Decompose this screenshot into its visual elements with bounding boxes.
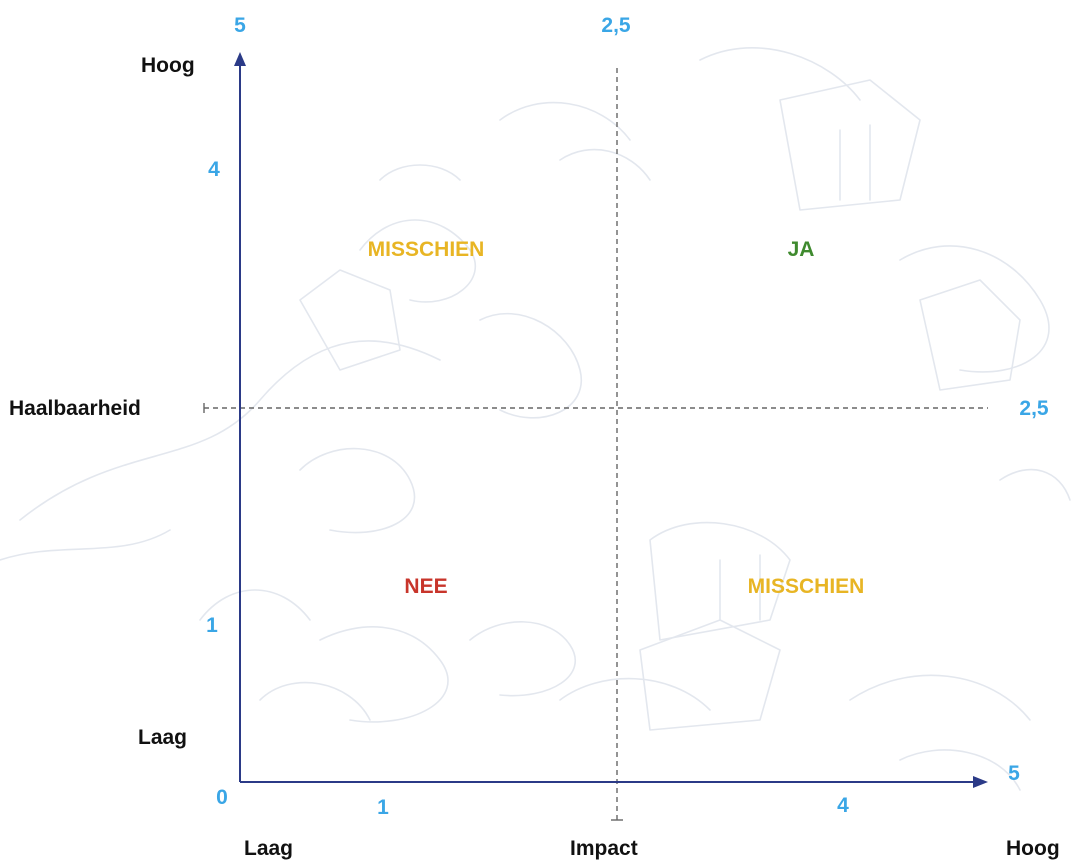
y-midline-label: 2,5	[1019, 397, 1049, 420]
y-tick-1: 1	[206, 614, 218, 637]
x-midline-label: 2,5	[601, 14, 631, 37]
quadrant-top-left-label: MISSCHIEN	[368, 238, 485, 261]
y-tick-5: 5	[234, 14, 246, 37]
x-tick-4: 4	[837, 794, 849, 817]
x-axis-title: Impact	[570, 837, 638, 860]
quadrant-bottom-right-label: MISSCHIEN	[748, 575, 865, 598]
x-tick-1: 1	[377, 796, 389, 819]
x-tick-5: 5	[1008, 762, 1020, 785]
quadrant-top-right-label: JA	[788, 238, 815, 261]
y-axis-arrowhead	[234, 52, 246, 66]
quadrant-bottom-left-label: NEE	[404, 575, 447, 598]
x-axis-arrowhead	[973, 776, 988, 788]
y-axis-low-label: Laag	[138, 726, 187, 749]
origin-tick: 0	[216, 786, 228, 809]
y-axis-high-label: Hoog	[141, 54, 195, 77]
y-tick-4: 4	[208, 158, 220, 181]
x-axis-high-label: Hoog	[1006, 837, 1060, 860]
background-sketch	[0, 47, 1071, 791]
y-axis-title: Haalbaarheid	[9, 397, 141, 420]
x-axis-low-label: Laag	[244, 837, 293, 860]
